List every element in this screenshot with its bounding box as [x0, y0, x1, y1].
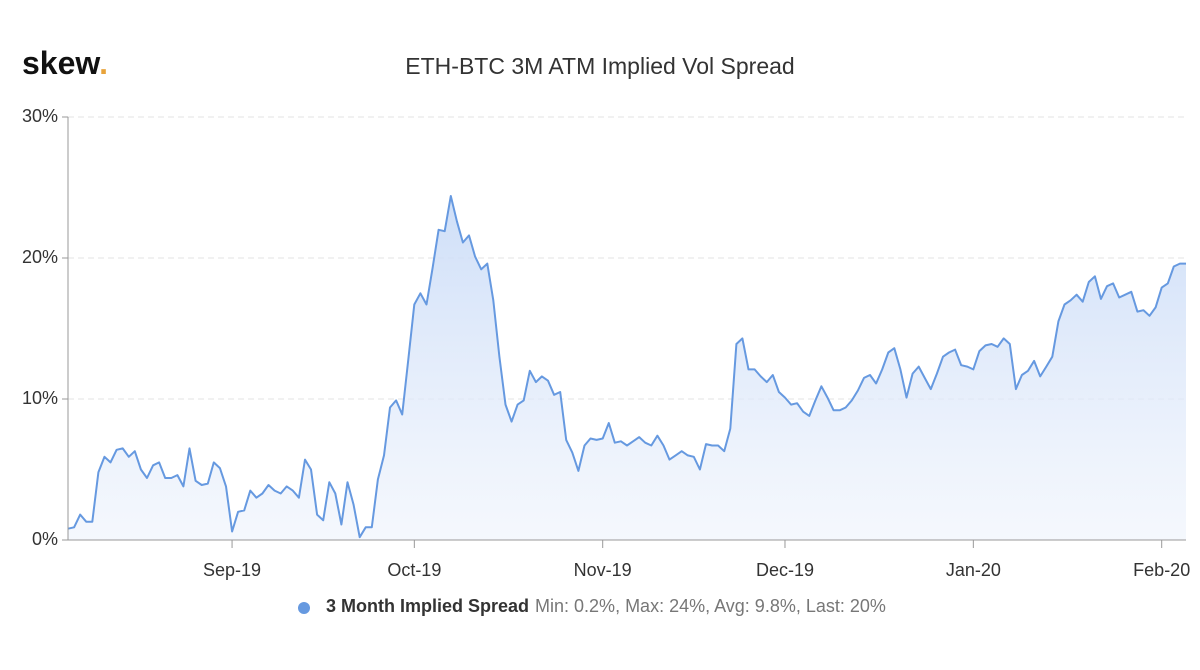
x-tick-label: Feb-20	[1133, 560, 1190, 580]
logo: skew.	[22, 45, 108, 81]
legend-stats: Min: 0.2%, Max: 24%, Avg: 9.8%, Last: 20…	[535, 596, 886, 616]
logo-dot: .	[99, 45, 108, 81]
x-tick-label: Jan-20	[946, 560, 1001, 580]
legend-label[interactable]: 3 Month Implied Spread	[326, 596, 529, 616]
legend-marker	[298, 602, 310, 614]
x-tick-label: Dec-19	[756, 560, 814, 580]
y-tick-label: 20%	[22, 247, 58, 267]
area	[68, 196, 1186, 540]
y-tick-label: 10%	[22, 388, 58, 408]
chart-title: ETH-BTC 3M ATM Implied Vol Spread	[405, 53, 794, 79]
x-tick-label: Nov-19	[574, 560, 632, 580]
line	[67, 195, 1186, 539]
legend[interactable]: 3 Month Implied Spread Min: 0.2%, Max: 24…	[326, 596, 886, 616]
logo-text: skew	[22, 45, 100, 81]
x-tick-label: Oct-19	[387, 560, 441, 580]
y-tick-label: 30%	[22, 106, 58, 126]
x-tick-label: Sep-19	[203, 560, 261, 580]
y-tick-label: 0%	[32, 529, 58, 549]
